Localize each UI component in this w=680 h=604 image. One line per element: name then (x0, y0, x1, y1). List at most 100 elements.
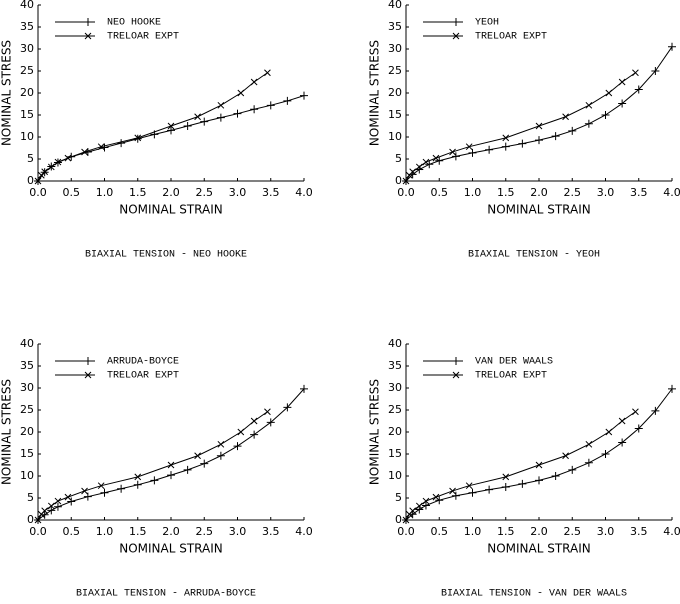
x-tick-label: 3.0 (229, 525, 247, 538)
marker (465, 482, 473, 490)
legend-label: NEO HOOKE (107, 18, 161, 29)
x-tick-label: 2.0 (530, 525, 548, 538)
series-line (37, 95, 305, 182)
x-tick-label: 1.0 (96, 186, 114, 199)
y-tick-label: 10 (388, 469, 402, 482)
marker (468, 488, 477, 497)
marker (167, 471, 175, 480)
series-line (37, 388, 305, 521)
marker (47, 163, 55, 171)
series-line (405, 388, 673, 521)
marker (568, 465, 577, 474)
marker (562, 113, 569, 121)
legend-marker (452, 32, 460, 40)
marker (535, 461, 543, 469)
marker (97, 482, 105, 490)
x-tick-label: 4.0 (295, 525, 313, 538)
marker (584, 458, 593, 467)
y-tick-label: 20 (20, 425, 34, 438)
marker (518, 139, 527, 148)
legend-marker (84, 32, 92, 40)
y-tick-label: 25 (20, 64, 34, 77)
y-axis-label: NOMINAL STRESS (368, 40, 382, 146)
x-tick-label: 2.0 (162, 525, 180, 538)
series-line (37, 411, 268, 521)
y-tick-label: 30 (20, 42, 34, 55)
legend-label: TRELOAR EXPT (475, 32, 547, 43)
marker (237, 428, 245, 436)
marker (41, 507, 49, 515)
chart-caption: BIAXIAL TENSION - YEOH (468, 250, 600, 261)
y-tick-label: 35 (20, 20, 34, 33)
marker (117, 139, 126, 148)
marker (47, 506, 56, 515)
y-tick-label: 25 (388, 403, 402, 416)
y-tick-label: 40 (388, 0, 402, 11)
marker (605, 428, 613, 436)
marker (250, 105, 259, 114)
marker (485, 145, 494, 154)
x-tick-label: 3.0 (229, 186, 247, 199)
marker (409, 507, 417, 515)
x-tick-label: 4.0 (663, 186, 680, 199)
marker (250, 430, 259, 439)
y-tick-label: 5 (27, 491, 34, 504)
marker (618, 78, 626, 86)
marker (64, 154, 72, 162)
x-tick-label: 0.0 (397, 525, 415, 538)
marker (167, 461, 175, 469)
marker (53, 502, 62, 511)
marker (194, 452, 201, 460)
y-tick-label: 20 (20, 86, 34, 99)
marker (502, 134, 510, 142)
marker (217, 440, 225, 448)
marker (605, 89, 613, 97)
x-tick-label: 2.0 (530, 186, 548, 199)
marker (518, 479, 527, 488)
y-tick-label: 20 (388, 86, 402, 99)
y-tick-label: 20 (388, 425, 402, 438)
marker (568, 126, 577, 135)
legend-marker (452, 18, 460, 26)
x-axis-label: NOMINAL STRAIN (119, 203, 223, 217)
x-tick-label: 1.5 (497, 525, 515, 538)
marker (562, 452, 569, 460)
legend-marker (452, 371, 460, 379)
marker (134, 473, 142, 481)
x-tick-label: 3.5 (262, 525, 280, 538)
chart-caption: BIAXIAL TENSION - VAN DER WAALS (441, 589, 627, 600)
y-tick-label: 5 (395, 152, 402, 165)
marker (266, 418, 275, 427)
x-tick-label: 1.0 (96, 525, 114, 538)
marker (264, 408, 271, 416)
marker (183, 122, 192, 130)
marker (535, 136, 543, 145)
marker (81, 487, 88, 495)
marker (468, 148, 477, 157)
marker (266, 101, 275, 110)
x-tick-label: 2.0 (162, 186, 180, 199)
marker (250, 417, 258, 425)
marker (551, 472, 560, 480)
x-tick-label: 2.5 (196, 186, 214, 199)
marker (668, 42, 676, 51)
marker (425, 160, 434, 169)
x-tick-label: 0.0 (29, 186, 47, 199)
marker (64, 493, 72, 501)
marker (237, 89, 245, 97)
marker (651, 406, 660, 415)
marker (601, 450, 610, 458)
marker (283, 403, 292, 412)
marker (601, 111, 610, 119)
y-tick-label: 0 (395, 513, 402, 526)
marker (585, 101, 593, 109)
marker (432, 493, 440, 501)
marker (233, 109, 242, 118)
y-tick-label: 5 (395, 491, 402, 504)
x-axis-label: NOMINAL STRAIN (487, 542, 591, 556)
y-tick-label: 15 (388, 447, 402, 460)
y-tick-label: 25 (388, 64, 402, 77)
y-tick-label: 10 (388, 130, 402, 143)
marker (402, 516, 410, 524)
series-line (405, 411, 636, 521)
